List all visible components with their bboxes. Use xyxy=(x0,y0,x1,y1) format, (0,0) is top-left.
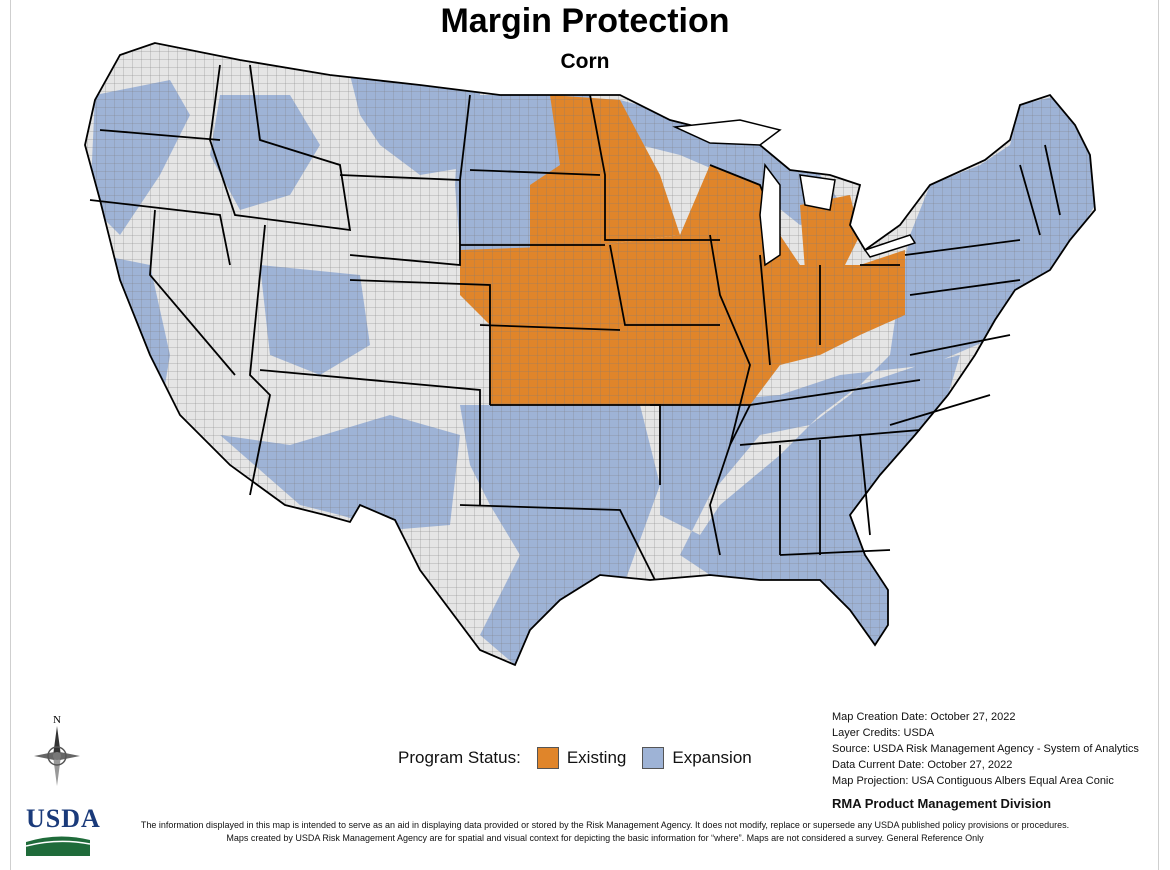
page-frame-left xyxy=(10,0,11,870)
line-tx-la xyxy=(459,504,656,581)
lake-erie xyxy=(863,234,917,258)
division-label: RMA Product Management Division xyxy=(832,796,1052,811)
line-co-ks xyxy=(349,279,491,405)
line-ut-co-az-nm xyxy=(259,369,481,505)
county-layer xyxy=(85,43,1095,665)
line-mt-nd xyxy=(459,94,471,181)
legend-item-expansion: Expansion xyxy=(672,748,752,767)
creation-date: Map Creation Date: October 27, 2022 xyxy=(832,711,1016,723)
line-wa-or xyxy=(99,129,221,141)
county-boundaries xyxy=(85,43,1095,665)
page-frame-right xyxy=(1158,0,1159,870)
line-ky-tn xyxy=(749,379,921,406)
line-nd-sd-ne xyxy=(460,169,605,246)
line-mississippi-river xyxy=(709,234,751,556)
line-il-in-oh xyxy=(759,254,900,366)
us-county-map xyxy=(84,42,1096,667)
lake-superior xyxy=(672,119,782,146)
great-lakes xyxy=(672,119,917,267)
legend-swatch-existing xyxy=(536,747,559,769)
us-outline xyxy=(84,42,1096,667)
line-id-mt xyxy=(209,64,352,232)
line-ga-fl xyxy=(779,549,891,556)
usda-logo-swoosh-icon xyxy=(25,836,91,856)
line-nc-sc-va xyxy=(889,334,1011,426)
map-metadata: Map Creation Date: October 27, 2022 Laye… xyxy=(832,709,1139,789)
line-wv-pa-ny xyxy=(904,239,1021,296)
north-arrow-icon: N xyxy=(34,714,80,786)
disclaimer-line-2: Maps created by USDA Risk Management Age… xyxy=(226,833,984,843)
lake-michigan xyxy=(759,163,781,267)
disclaimer-line-1: The information displayed in this map is… xyxy=(140,820,1070,830)
line-ia-mo xyxy=(609,244,720,326)
legend-item-existing: Existing xyxy=(566,748,627,767)
line-or-ca-nv xyxy=(89,199,231,266)
usda-logo-text: USDA xyxy=(26,804,101,833)
data-source: Source: USDA Risk Management Agency - Sy… xyxy=(832,743,1139,755)
compass-label: N xyxy=(53,714,61,726)
line-co-wy xyxy=(339,174,461,266)
map-subtitle: Corn xyxy=(560,50,610,73)
layer-credits: Layer Credits: USDA xyxy=(832,727,935,739)
legend-label: Program Status: xyxy=(398,748,521,767)
lake-huron xyxy=(799,174,836,211)
data-current-date: Data Current Date: October 27, 2022 xyxy=(832,759,1013,771)
line-tn-ms-al-ga xyxy=(739,429,921,555)
state-boundaries xyxy=(84,42,1096,667)
legend-swatch-expansion xyxy=(642,747,665,769)
line-new-england xyxy=(1019,144,1061,236)
line-ca-nv xyxy=(149,209,236,376)
disclaimer: The information displayed in this map is… xyxy=(100,819,1110,845)
map-projection: Map Projection: USA Contiguous Albers Eq… xyxy=(832,775,1114,787)
line-mn-ia xyxy=(589,94,720,241)
line-nv-ut-az xyxy=(249,224,271,496)
usda-logo: USDA xyxy=(25,804,101,861)
legend: Program Status: Existing Expansion xyxy=(398,747,752,769)
map-title: Margin Protection xyxy=(440,2,730,40)
